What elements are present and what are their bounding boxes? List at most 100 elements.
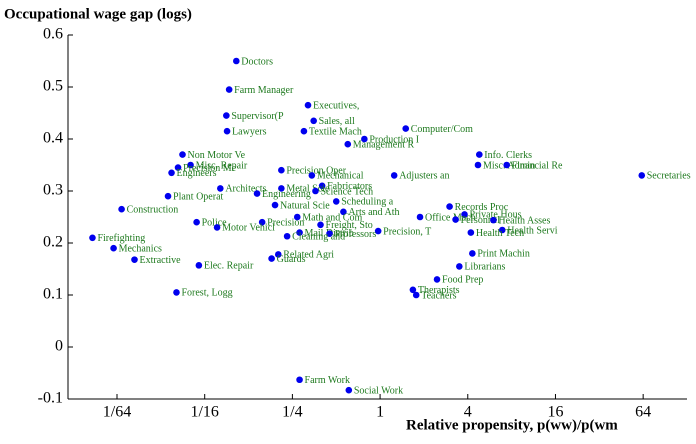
x-tick-label: 1/64 (103, 404, 131, 421)
x-tick-label: 64 (635, 404, 651, 421)
y-tick-label: 0.2 (43, 234, 63, 251)
point (345, 386, 353, 394)
point (461, 211, 468, 218)
point-label: Firefighting (97, 233, 145, 244)
point-label: Office Mach (425, 212, 476, 223)
x-tick-label: 1/4 (282, 404, 302, 421)
x-tick-label: 1 (376, 404, 384, 421)
point-label: Related Agri (283, 250, 334, 261)
point-label: Fabricators (327, 181, 372, 192)
point-label: Management R (353, 139, 415, 150)
point-label: Health Servi (507, 225, 557, 236)
point-label: Print Machin (477, 249, 529, 260)
point (293, 213, 301, 221)
point (361, 135, 368, 143)
point-label: Records Proc (455, 202, 509, 213)
point (253, 190, 261, 197)
point (217, 185, 224, 192)
point-label: Teachers (421, 290, 456, 301)
point (213, 224, 221, 231)
point (318, 182, 326, 190)
point (118, 205, 125, 213)
y-tick-label: 0.1 (43, 286, 63, 303)
point (193, 218, 200, 226)
point-label: Computer/Com (411, 124, 473, 135)
point-label: Food Prep (442, 275, 483, 286)
point (173, 289, 180, 296)
point-label: Architects (225, 184, 266, 195)
point (278, 185, 285, 192)
point (452, 216, 459, 223)
point-label: Guards (277, 254, 306, 265)
point (223, 127, 231, 135)
point-label: Math and Com (302, 212, 362, 223)
point-label: Precision, T (383, 226, 431, 237)
x-tick-label: 4 (464, 404, 472, 421)
point (469, 250, 476, 257)
point (498, 226, 506, 234)
point-label: Forest, Logg (181, 288, 232, 299)
point (476, 151, 483, 158)
point-label: Personnel (461, 215, 501, 226)
y-tick-label: -0.1 (38, 390, 63, 407)
point (412, 291, 420, 299)
point-label: Precision Me (183, 163, 237, 174)
point (433, 276, 441, 283)
point-label: Farm Work (305, 375, 350, 386)
point (168, 169, 175, 177)
point-label: Supervisor(P (231, 111, 284, 122)
point-label: Executives, (313, 100, 359, 111)
point-label: Info. Clerks (484, 150, 532, 161)
point (390, 172, 398, 179)
point-label: Mechanical (317, 171, 364, 182)
point (274, 251, 282, 258)
point (300, 127, 308, 135)
point (233, 57, 240, 65)
point (474, 161, 482, 169)
point (456, 263, 463, 270)
point (110, 244, 117, 252)
point-label: Natural Scie (280, 200, 330, 211)
point-label: Librarians (464, 262, 505, 273)
point-label: Sales, all (319, 116, 355, 127)
point-label: Precision Oper (286, 165, 346, 176)
x-tick-label: 16 (547, 404, 563, 421)
point-label: Engineering (262, 189, 311, 200)
x-tick-label: 1/16 (190, 404, 218, 421)
point-label: Extractive (139, 255, 181, 266)
point (283, 232, 291, 240)
point (187, 161, 194, 169)
point (446, 203, 453, 210)
point (268, 255, 275, 262)
point (409, 286, 417, 294)
point (490, 216, 497, 224)
point (174, 164, 182, 171)
point (89, 234, 96, 242)
point-label: Therapists (418, 285, 460, 296)
point-label: Construction (127, 204, 179, 215)
y-tick-label: 0.4 (43, 130, 63, 147)
y-tick-label: 0.6 (43, 26, 63, 43)
point (416, 213, 424, 221)
point (296, 229, 303, 236)
point (344, 140, 352, 148)
point (467, 229, 475, 236)
y-tick-label: 0.3 (43, 182, 63, 199)
point-label: Adjusters an (399, 171, 449, 182)
point (340, 208, 347, 216)
point-label: Secretaries (647, 171, 691, 182)
point-label: Precision (267, 217, 304, 228)
y-axis-title: Occupational wage gap (logs) (4, 6, 192, 22)
point-label: Freight, Sto (326, 220, 373, 231)
point-label: Police (202, 217, 228, 228)
point (225, 86, 233, 93)
point (223, 112, 230, 119)
point (638, 172, 646, 179)
point-label: Lawyers (232, 126, 267, 137)
point-label: Health Asses (498, 215, 550, 226)
y-tick-label: 0 (55, 338, 63, 355)
point-label: Arts and Ath (348, 207, 399, 218)
point (308, 172, 316, 179)
point-label: Financial Re (512, 160, 563, 171)
